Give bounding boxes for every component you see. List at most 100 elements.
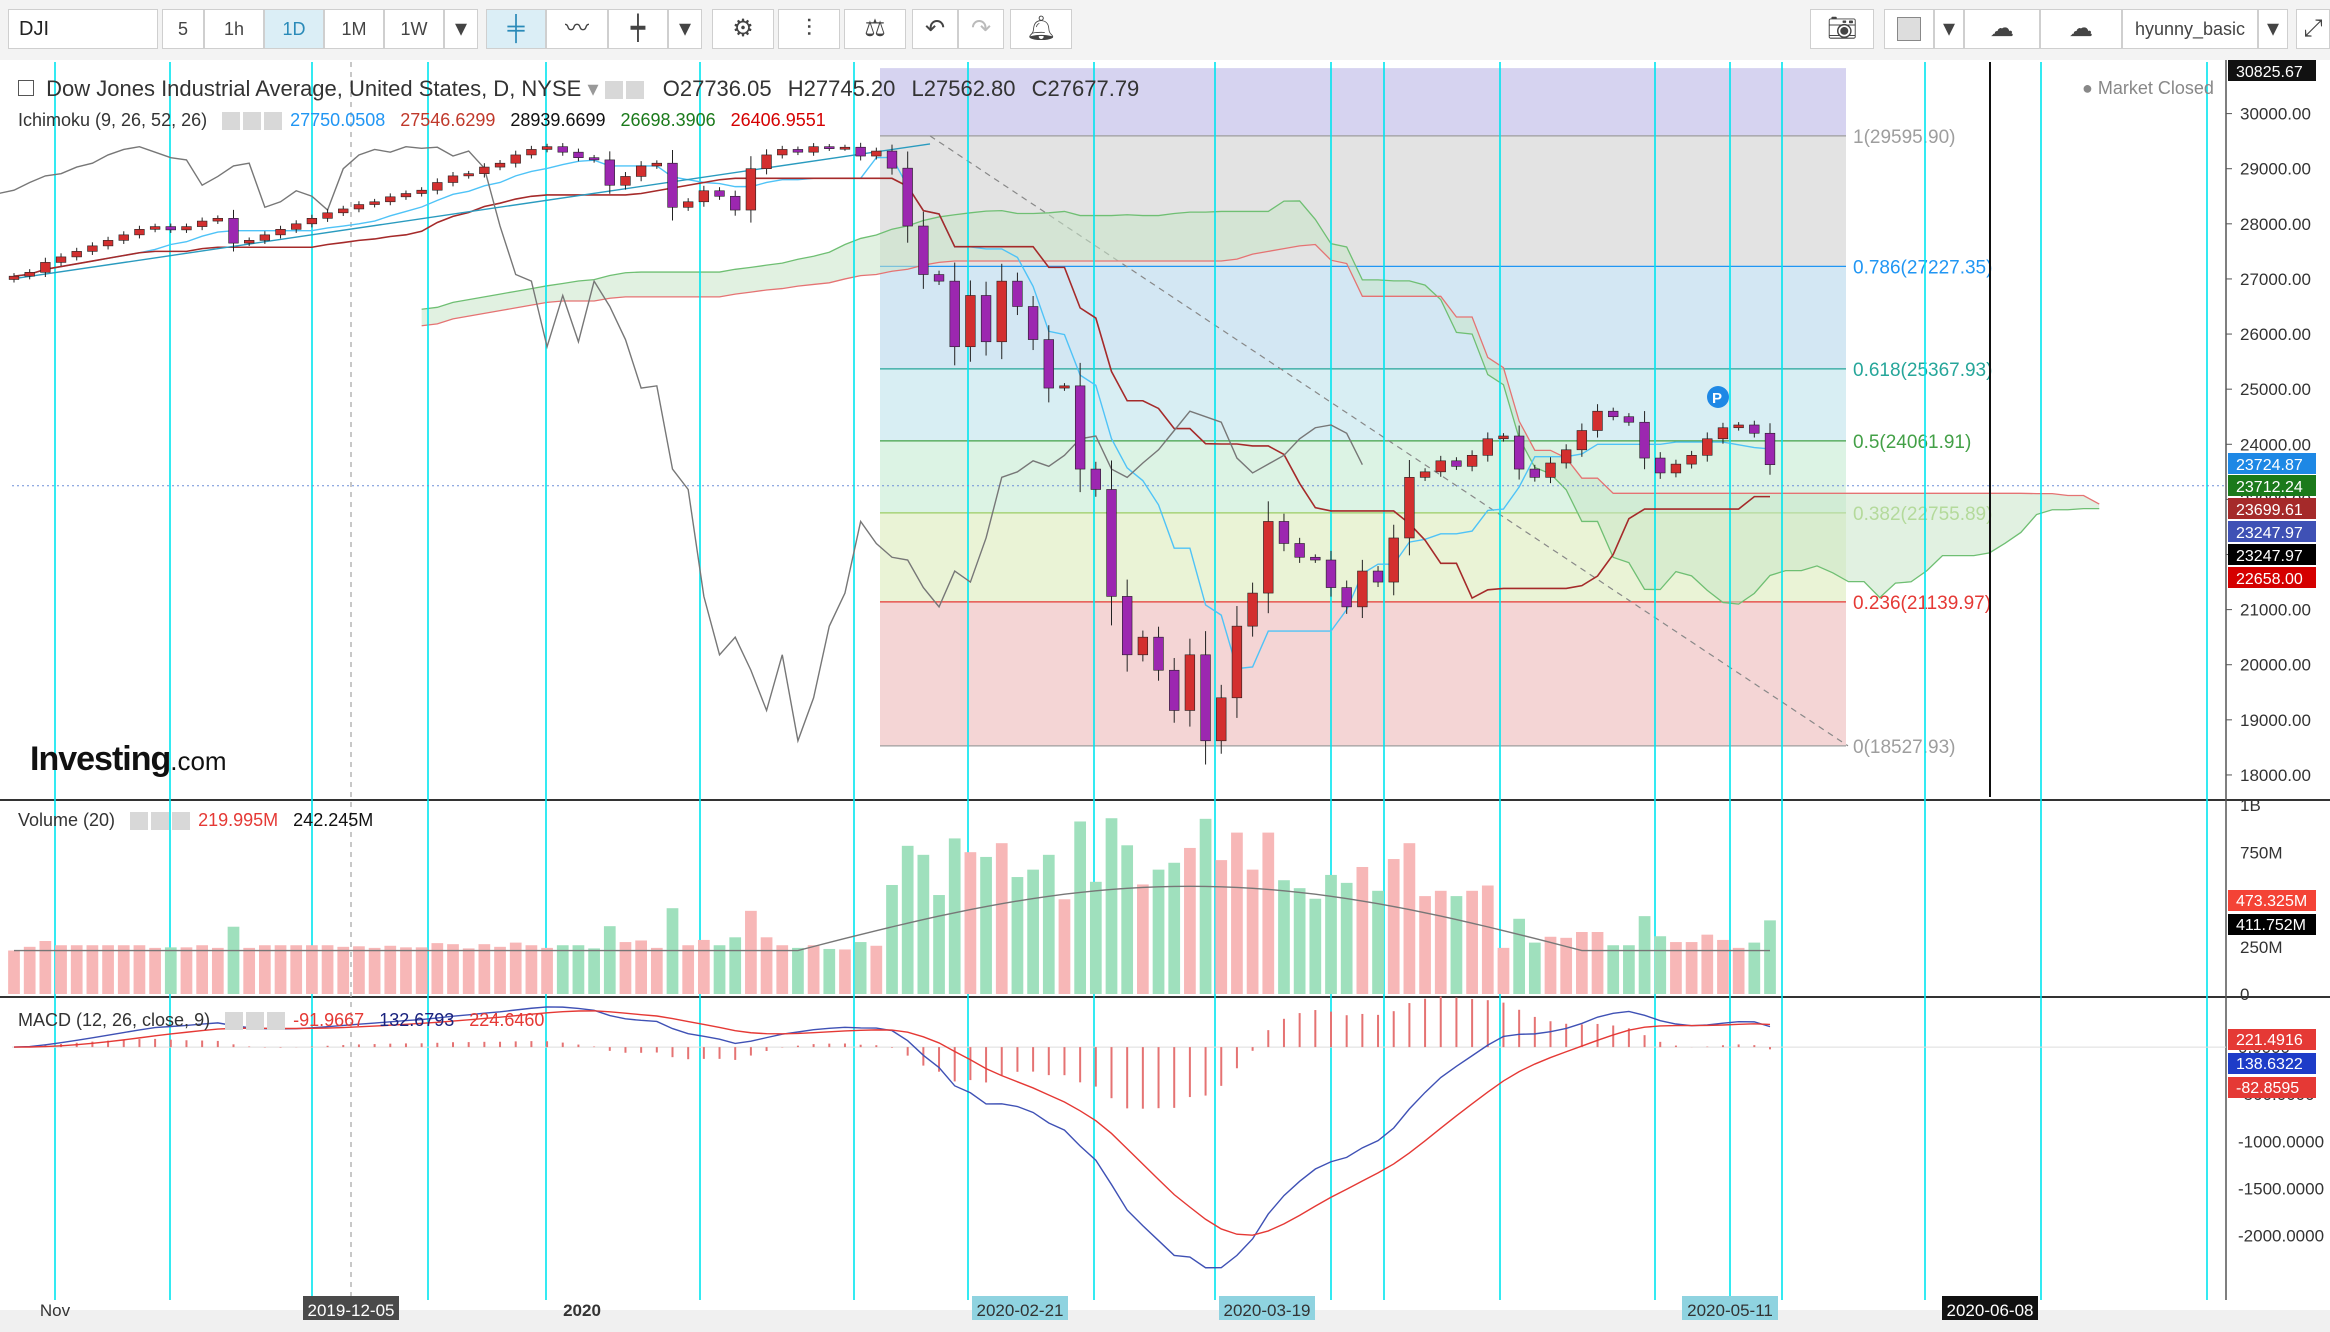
candle bbox=[871, 150, 882, 157]
user-dropdown-icon[interactable]: ▾ bbox=[2258, 9, 2288, 49]
close-icon[interactable] bbox=[267, 1012, 286, 1031]
ichimoku-value-5: 26406.9551 bbox=[730, 110, 826, 130]
volume-bar bbox=[1042, 854, 1055, 994]
volume-bar bbox=[556, 945, 569, 994]
interval-1w[interactable]: 1W bbox=[384, 9, 444, 49]
indicators-icon[interactable]: ⫶ bbox=[778, 9, 840, 49]
macd-tick-label: -2000.0000 bbox=[2238, 1226, 2324, 1245]
eye-icon[interactable] bbox=[225, 1012, 244, 1031]
user-menu[interactable]: hyunny_basic bbox=[2122, 9, 2258, 49]
interval-dropdown-icon[interactable]: ▾ bbox=[444, 9, 478, 49]
candle bbox=[808, 146, 819, 153]
volume-bar bbox=[478, 944, 491, 994]
candle bbox=[886, 150, 898, 169]
macd-value-3: 224.6460 bbox=[469, 1010, 545, 1030]
x-label-box bbox=[1682, 1296, 1778, 1320]
undo-icon[interactable]: ↶ bbox=[912, 9, 958, 49]
volume-bar bbox=[745, 910, 757, 994]
fib-zone bbox=[880, 601, 1846, 746]
close-icon[interactable] bbox=[172, 812, 191, 831]
candle bbox=[510, 154, 521, 164]
price-label: 30825.67 bbox=[2236, 64, 2303, 81]
candle bbox=[730, 195, 741, 211]
collapse-icon[interactable] bbox=[18, 80, 34, 96]
volume-bar bbox=[1105, 818, 1118, 994]
candle bbox=[855, 146, 866, 157]
senkou-a-line bbox=[421, 200, 2100, 605]
settings-icon[interactable] bbox=[625, 81, 644, 100]
price-tick-label: 28000.00 bbox=[2240, 215, 2311, 234]
volume-bar bbox=[948, 838, 961, 994]
volume-bar bbox=[933, 895, 945, 994]
interval-1d[interactable]: 1D bbox=[264, 9, 324, 49]
candle bbox=[1388, 537, 1399, 583]
bar-chart-icon[interactable]: ┿ bbox=[608, 9, 668, 49]
eye-icon[interactable] bbox=[604, 81, 623, 100]
candle bbox=[635, 165, 647, 177]
candle-chart-icon[interactable]: ╪ bbox=[486, 9, 546, 49]
fib-level-label: 0.618(25367.93) bbox=[1853, 360, 1992, 381]
volume-bar bbox=[86, 945, 99, 994]
volume-bar bbox=[353, 946, 365, 994]
alert-bell-icon[interactable]: 🔔︎ bbox=[1010, 9, 1072, 49]
symbol-input[interactable]: DJI bbox=[8, 9, 158, 49]
volume-label: Volume (20) bbox=[18, 810, 116, 830]
candle bbox=[212, 218, 223, 222]
candle bbox=[1137, 636, 1149, 656]
fullscreen-icon[interactable]: ⤢ bbox=[2296, 9, 2330, 49]
investing-logo: Investing.com bbox=[30, 740, 227, 779]
volume-bar bbox=[415, 947, 428, 994]
cloud-download-icon[interactable]: ☁ bbox=[1964, 9, 2040, 49]
settings-icon[interactable] bbox=[243, 112, 262, 131]
settings-gear-icon[interactable]: ⚙ bbox=[712, 9, 774, 49]
volume-bar bbox=[8, 950, 20, 994]
camera-icon[interactable]: 📷︎ bbox=[1810, 9, 1874, 49]
eye-icon[interactable] bbox=[222, 112, 241, 131]
volume-bar bbox=[1340, 882, 1353, 994]
fib-level-label: 0(18527.93) bbox=[1853, 737, 1955, 758]
line-chart-icon[interactable]: 〰 bbox=[546, 9, 608, 49]
volume-bar bbox=[290, 945, 303, 994]
interval-1h[interactable]: 1h bbox=[204, 9, 264, 49]
close-icon[interactable] bbox=[264, 112, 283, 131]
compare-scale-icon[interactable]: ⚖ bbox=[844, 9, 906, 49]
chart-title: Dow Jones Industrial Average, United Sta… bbox=[46, 76, 582, 101]
volume-bar bbox=[23, 946, 36, 994]
ichimoku-legend: Ichimoku (9, 26, 52, 26) 27750.0508 2754… bbox=[18, 110, 836, 131]
candle bbox=[1592, 410, 1603, 431]
price-tick-label: 26000.00 bbox=[2240, 325, 2311, 344]
price-tick-label: 27000.00 bbox=[2240, 270, 2311, 289]
candle bbox=[526, 149, 537, 156]
volume-bar bbox=[1732, 947, 1745, 994]
settings-icon[interactable] bbox=[151, 812, 170, 831]
color-box-icon[interactable] bbox=[1884, 9, 1934, 49]
volume-bar bbox=[541, 947, 553, 994]
candle bbox=[1623, 416, 1635, 423]
volume-bar bbox=[1325, 874, 1337, 994]
candle bbox=[275, 229, 286, 236]
redo-icon[interactable]: ↷ bbox=[958, 9, 1004, 49]
chart-area[interactable]: 1(29595.90) 0.786(27227.35) 0.618(25367.93… bbox=[0, 60, 2330, 1332]
volume-bar bbox=[1011, 877, 1024, 994]
color-dropdown-icon[interactable]: ▾ bbox=[1934, 9, 1964, 49]
market-status: ● Market Closed bbox=[2082, 78, 2214, 98]
candle bbox=[918, 225, 929, 275]
cloud-upload-icon[interactable]: ☁ bbox=[2040, 9, 2122, 49]
interval-5[interactable]: 5 bbox=[162, 9, 204, 49]
volume-bar bbox=[1654, 936, 1667, 994]
volume-bar bbox=[1121, 845, 1134, 994]
price-label: 23247.97 bbox=[2236, 548, 2303, 565]
volume-label: 473.325M bbox=[2236, 893, 2307, 910]
settings-icon[interactable] bbox=[246, 1012, 265, 1031]
x-tick-label: Nov bbox=[40, 1301, 71, 1320]
x-label-box bbox=[303, 1296, 399, 1320]
volume-bar bbox=[1074, 821, 1087, 994]
volume-bar bbox=[1638, 916, 1651, 994]
candle bbox=[494, 162, 506, 168]
interval-1m[interactable]: 1M bbox=[324, 9, 384, 49]
eye-icon[interactable] bbox=[130, 812, 149, 831]
candle bbox=[1106, 489, 1117, 597]
candle bbox=[1482, 438, 1493, 456]
candle bbox=[839, 146, 851, 150]
chart-type-dropdown-icon[interactable]: ▾ bbox=[668, 9, 702, 49]
